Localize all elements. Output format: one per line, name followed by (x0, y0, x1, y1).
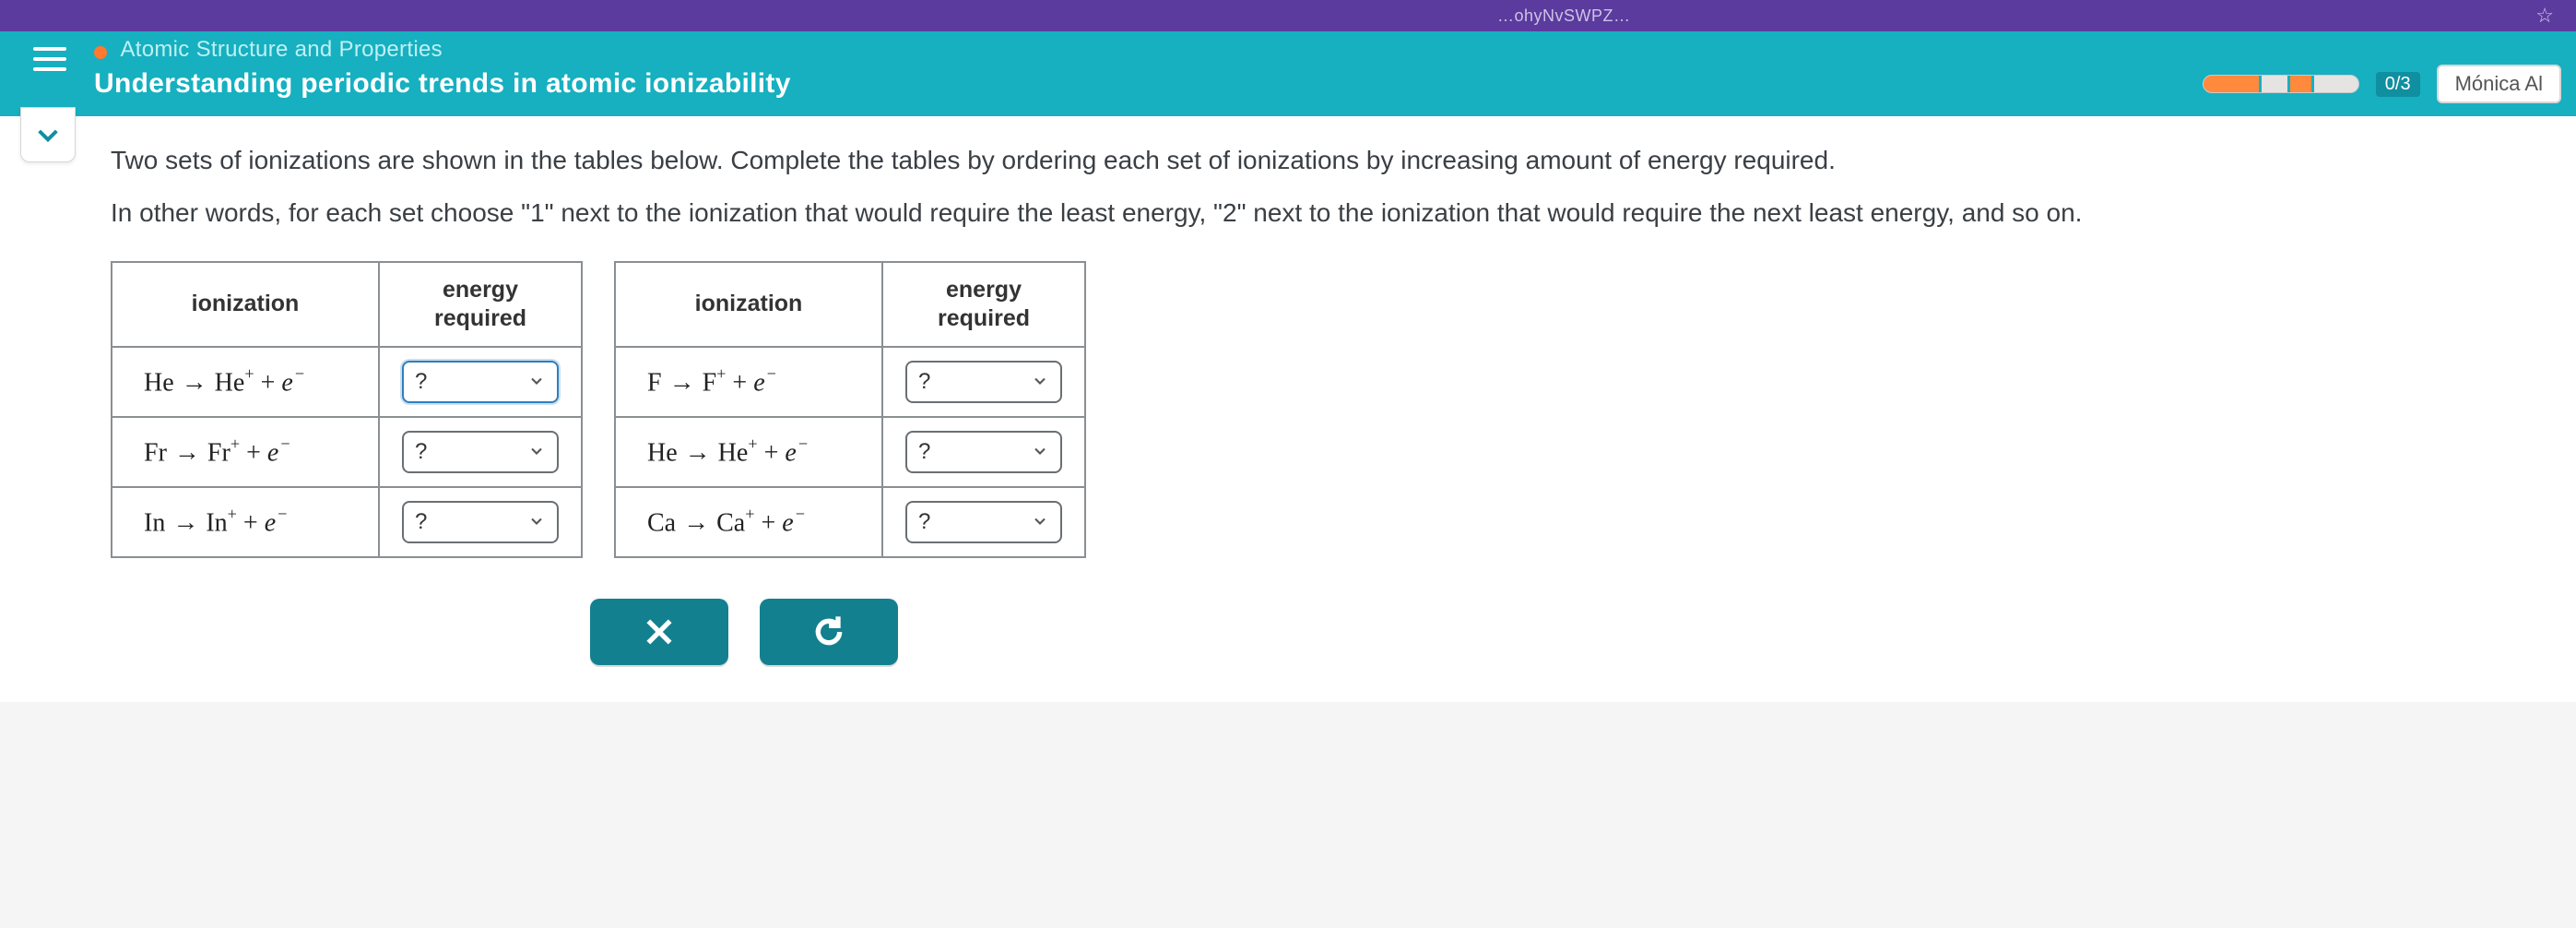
close-x-icon (641, 613, 678, 650)
bookmark-star-icon[interactable]: ☆ (2535, 4, 2554, 28)
th-energy: energy required (882, 262, 1085, 348)
energy-rank-select[interactable]: ? (905, 361, 1062, 403)
chevron-down-icon (1031, 438, 1049, 467)
energy-cell: ? (379, 417, 582, 487)
energy-cell: ? (882, 487, 1085, 557)
question-p2: In other words, for each set choose "1" … (111, 193, 2471, 232)
ionization-table-1: ionization energy required He→He+ + e−?F… (111, 261, 583, 559)
lesson-title: Understanding periodic trends in atomic … (94, 68, 791, 100)
ionization-reaction: He→He+ + e− (112, 347, 379, 417)
ionization-reaction: Ca→Ca+ + e− (615, 487, 882, 557)
table-row: Fr→Fr+ + e−? (112, 417, 582, 487)
select-placeholder: ? (918, 509, 930, 535)
select-placeholder: ? (918, 369, 930, 395)
ionization-table-2: ionization energy required F→F+ + e−?He→… (614, 261, 1086, 559)
chevron-down-icon (1031, 368, 1049, 397)
breadcrumb-label: Atomic Structure and Properties (120, 37, 442, 62)
energy-cell: ? (882, 417, 1085, 487)
url-fragment: …ohyNvSWPZ… (1497, 6, 1631, 26)
ionization-reaction: F→F+ + e− (615, 347, 882, 417)
th-ionization: ionization (112, 262, 379, 348)
th-energy: energy required (379, 262, 582, 348)
table-row: He→He+ + e−? (112, 347, 582, 417)
energy-rank-select[interactable]: ? (402, 361, 559, 403)
th-ionization: ionization (615, 262, 882, 348)
score-chip: 0/3 (2376, 72, 2420, 97)
user-chip[interactable]: Mónica Al (2437, 65, 2561, 103)
ionization-reaction: Fr→Fr+ + e− (112, 417, 379, 487)
question-p1: Two sets of ionizations are shown in the… (111, 140, 2471, 180)
browser-chrome: …ohyNvSWPZ… ☆ (0, 0, 2576, 31)
energy-rank-select[interactable]: ? (905, 431, 1062, 473)
clear-button[interactable] (590, 599, 728, 665)
chevron-down-icon (527, 508, 546, 537)
select-placeholder: ? (415, 439, 427, 465)
chevron-down-icon (1031, 508, 1049, 537)
select-placeholder: ? (918, 439, 930, 465)
table-row: Ca→Ca+ + e−? (615, 487, 1085, 557)
reset-button[interactable] (760, 599, 898, 665)
table-row: He→He+ + e−? (615, 417, 1085, 487)
energy-cell: ? (379, 347, 582, 417)
content-area: Two sets of ionizations are shown in the… (0, 116, 2576, 702)
question-text: Two sets of ionizations are shown in the… (111, 140, 2471, 233)
chevron-down-icon (527, 438, 546, 467)
chevron-down-icon (33, 120, 63, 149)
energy-rank-select[interactable]: ? (905, 501, 1062, 543)
progress-bar (2203, 75, 2359, 93)
collapse-toggle[interactable] (20, 107, 76, 162)
ionization-reaction: In→In+ + e− (112, 487, 379, 557)
energy-rank-select[interactable]: ? (402, 431, 559, 473)
breadcrumb: Atomic Structure and Properties (94, 37, 791, 63)
table-row: In→In+ + e−? (112, 487, 582, 557)
ionization-reaction: He→He+ + e− (615, 417, 882, 487)
undo-arrow-icon (810, 613, 847, 650)
action-buttons (590, 599, 2539, 665)
chevron-down-icon (527, 368, 546, 397)
table-row: F→F+ + e−? (615, 347, 1085, 417)
select-placeholder: ? (415, 509, 427, 535)
energy-rank-select[interactable]: ? (402, 501, 559, 543)
energy-cell: ? (379, 487, 582, 557)
breadcrumb-dot-icon (94, 46, 107, 59)
energy-cell: ? (882, 347, 1085, 417)
app-header: Atomic Structure and Properties Understa… (0, 31, 2576, 116)
menu-hamburger-icon[interactable] (26, 35, 74, 83)
select-placeholder: ? (415, 369, 427, 395)
